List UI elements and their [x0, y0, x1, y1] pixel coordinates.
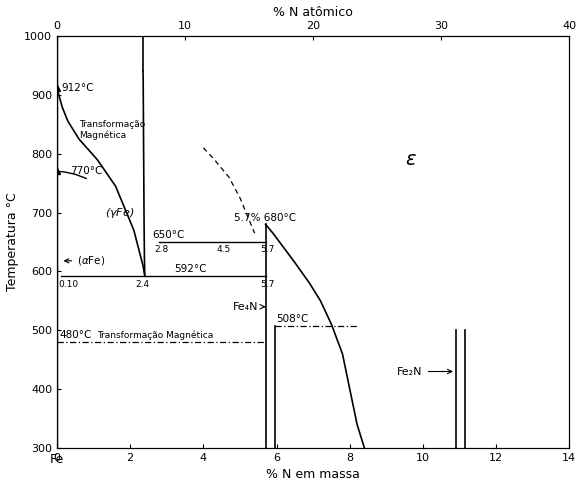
- X-axis label: % N atômico: % N atômico: [273, 5, 353, 19]
- Text: 480°C: 480°C: [60, 330, 93, 340]
- Text: 508°C: 508°C: [276, 314, 309, 324]
- Y-axis label: Temperatura °C: Temperatura °C: [6, 193, 19, 291]
- Text: Transformação
Magnética: Transformação Magnética: [79, 120, 145, 140]
- Text: 4.5: 4.5: [216, 245, 230, 254]
- Text: Fe₂N: Fe₂N: [398, 367, 452, 376]
- Text: Fe₄N: Fe₄N: [233, 302, 264, 312]
- Text: 592°C: 592°C: [174, 264, 207, 274]
- Text: 5.7: 5.7: [260, 245, 275, 254]
- Text: ($\alpha$Fe): ($\alpha$Fe): [65, 254, 105, 267]
- Text: $\varepsilon$: $\varepsilon$: [404, 150, 417, 169]
- X-axis label: % N em massa: % N em massa: [266, 468, 360, 482]
- Text: Transformação Magnética: Transformação Magnética: [97, 331, 214, 340]
- Text: 650°C: 650°C: [152, 230, 184, 240]
- Text: 2.4: 2.4: [136, 280, 150, 289]
- Text: 770°C: 770°C: [70, 167, 102, 176]
- Text: 912°C: 912°C: [61, 83, 94, 93]
- Text: 2.8: 2.8: [154, 245, 168, 254]
- Text: 5.7% 680°C: 5.7% 680°C: [235, 213, 297, 223]
- Text: Fe: Fe: [50, 453, 64, 466]
- Text: 5.7: 5.7: [260, 280, 275, 289]
- Text: 0.10: 0.10: [59, 280, 79, 289]
- Text: ($\gamma$Fe): ($\gamma$Fe): [105, 206, 134, 220]
